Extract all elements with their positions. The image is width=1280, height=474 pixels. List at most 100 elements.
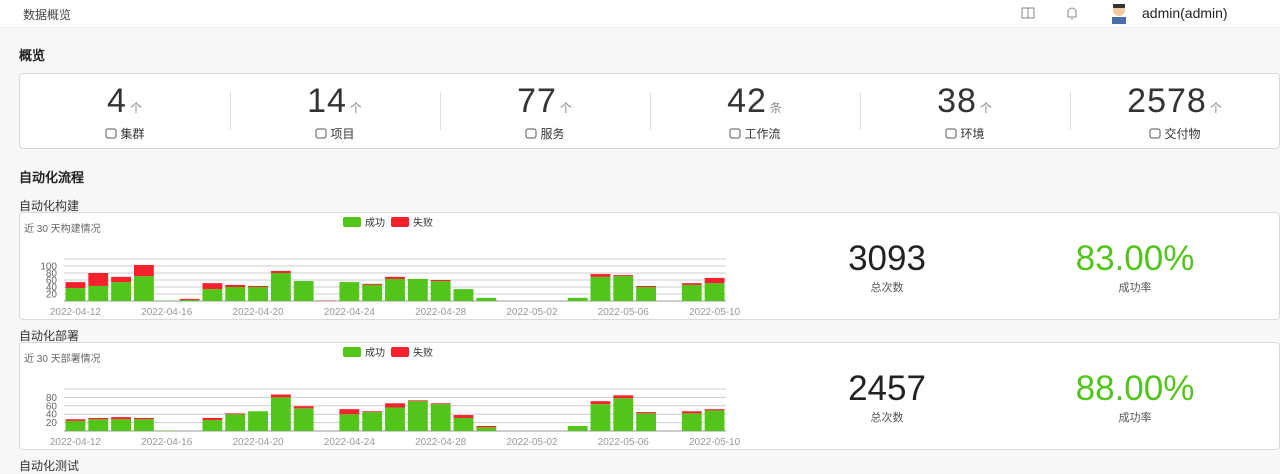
stat-label: 项目: [330, 127, 354, 141]
stat-unit: 条: [770, 101, 783, 115]
bar-segment: [454, 418, 474, 431]
y-tick-label: 100: [40, 262, 57, 273]
x-tick-label: 2022-04-28: [415, 437, 467, 448]
bar-segment: [111, 277, 131, 282]
divider: [650, 92, 651, 130]
x-tick-label: 2022-04-12: [50, 307, 102, 318]
x-tick-label: 2022-04-16: [141, 307, 193, 318]
bar-segment: [271, 271, 291, 273]
legend-label: 失败: [413, 216, 433, 229]
stat-label-row: 交付物: [1070, 125, 1280, 142]
bar-segment: [66, 419, 86, 421]
bell-icon[interactable]: [1064, 5, 1080, 21]
icon-shape: [526, 129, 536, 138]
stat-label-row: 环境: [860, 125, 1070, 142]
divider: [440, 92, 441, 130]
x-tick-label: 2022-05-06: [598, 307, 650, 318]
bar-segment: [339, 414, 359, 431]
bar-segment: [431, 280, 451, 281]
legend-swatch: [343, 347, 361, 357]
docs-icon[interactable]: [1020, 5, 1036, 21]
bar-segment: [613, 398, 633, 431]
legend-swatch: [391, 217, 409, 227]
bar-segment: [568, 426, 588, 431]
metric-label: 总次数: [827, 279, 947, 295]
metric-label: 总次数: [827, 409, 947, 425]
bar-segment: [362, 285, 382, 301]
stat-value: 2578: [1127, 82, 1207, 120]
bar-segment: [88, 419, 108, 431]
stat-unit: 个: [980, 101, 993, 115]
bar-segment: [339, 409, 359, 414]
chart-subtitle: 近 30 天部署情况: [24, 352, 101, 365]
bar-segment: [408, 401, 428, 431]
bar-segment: [636, 287, 656, 301]
stat-label: 服务: [540, 127, 564, 141]
bar-segment: [682, 283, 702, 285]
bar-segment: [225, 287, 245, 301]
bar-segment: [202, 289, 222, 301]
legend-label: 成功: [365, 217, 385, 229]
stat-unit: 个: [1210, 101, 1223, 115]
bar-segment: [225, 414, 245, 431]
bar-segment: [88, 418, 108, 419]
stat-label-row: 工作流: [650, 125, 860, 142]
bar-segment: [180, 300, 200, 301]
stat-label: 集群: [120, 127, 144, 141]
bar-segment: [431, 281, 451, 301]
top-bar: 数据概览 admin(admin): [0, 0, 1280, 28]
x-tick-label: 2022-04-20: [232, 437, 284, 448]
bar-segment: [248, 411, 268, 431]
stat-unit: 个: [560, 101, 573, 115]
avatar[interactable]: [1109, 2, 1129, 24]
x-tick-label: 2022-04-28: [415, 307, 467, 318]
bar-segment: [636, 286, 656, 287]
x-tick-label: 2022-05-02: [506, 307, 558, 318]
icon-shape: [730, 129, 740, 138]
bar-segment: [568, 298, 588, 301]
user-name[interactable]: admin(admin): [1142, 5, 1228, 21]
bar-segment: [454, 289, 474, 301]
stat-icon: [315, 128, 327, 139]
divider: [1070, 92, 1071, 130]
stat-icon: [729, 128, 741, 139]
metric-label: 成功率: [1075, 279, 1195, 295]
bar-segment: [591, 401, 611, 404]
divider: [230, 92, 231, 130]
bar-segment: [431, 403, 451, 404]
section-title: 自动化流程: [19, 167, 84, 186]
bar-segment: [591, 274, 611, 277]
x-tick-label: 2022-05-10: [689, 307, 741, 318]
bar-segment: [202, 283, 222, 289]
bar-segment: [476, 298, 496, 301]
y-tick-label: 80: [46, 393, 58, 404]
legend-label: 失败: [413, 346, 433, 359]
bar-segment: [225, 285, 245, 287]
bar-segment: [613, 276, 633, 301]
bar-segment: [362, 412, 382, 431]
stat-unit: 个: [350, 101, 363, 115]
bar-segment: [111, 419, 131, 431]
stat-label-row: 集群: [20, 125, 230, 142]
stat-icon: [525, 128, 537, 139]
bar-segment: [613, 275, 633, 276]
stat-label: 工作流: [744, 127, 780, 141]
bar-segment: [636, 413, 656, 431]
bar-segment: [454, 415, 474, 418]
x-tick-label: 2022-04-20: [232, 307, 284, 318]
bar-segment: [682, 411, 702, 413]
legend-swatch: [391, 347, 409, 357]
metric-value: 83.00%: [1015, 239, 1255, 279]
bar-segment: [385, 407, 405, 431]
bar-segment: [476, 427, 496, 431]
